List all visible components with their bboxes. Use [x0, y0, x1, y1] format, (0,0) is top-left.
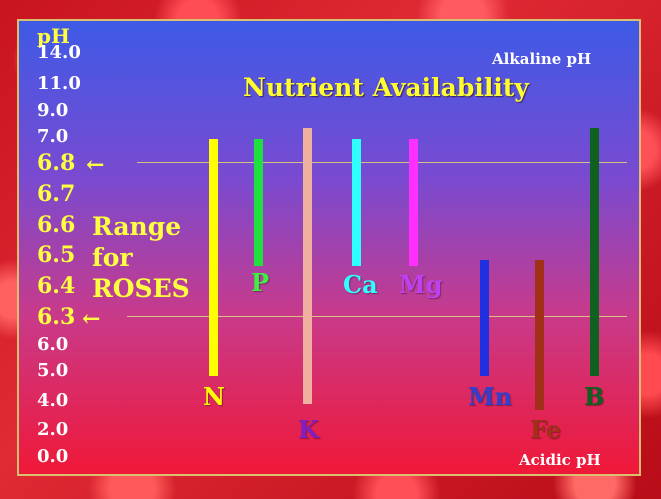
label-potassium: K — [298, 415, 319, 444]
range-text-line2: for — [92, 243, 133, 272]
bar-magnesium — [409, 139, 418, 266]
scale-6-4: 6.4 — [37, 273, 76, 299]
arrow-left-icon: ← — [86, 152, 105, 178]
scale-2: 2.0 — [37, 419, 69, 440]
label-calcium: Ca — [343, 270, 378, 299]
chart-title: Nutrient Availability — [243, 73, 529, 102]
range-text-line1: Range — [92, 212, 182, 241]
scale-9: 9.0 — [37, 100, 69, 121]
range-line-upper — [137, 162, 627, 163]
scale-7: 7.0 — [37, 126, 69, 147]
scale-6-7: 6.7 — [37, 181, 76, 207]
bar-calcium — [352, 139, 361, 266]
scale-6-6: 6.6 — [37, 212, 76, 238]
scale-6-5: 6.5 — [37, 242, 76, 268]
scale-4: 4.0 — [37, 390, 69, 411]
bar-iron — [535, 260, 544, 410]
scale-11: 11.0 — [37, 73, 81, 94]
scale-0: 0.0 — [37, 446, 69, 467]
scale-14: 14.0 — [37, 42, 81, 63]
bar-manganese — [480, 260, 489, 376]
bar-phosphorus — [254, 139, 263, 266]
label-manganese: Mn — [468, 382, 513, 411]
scale-6-3: 6.3 — [37, 304, 76, 330]
label-nitrogen: N — [203, 382, 225, 411]
acidic-label: Acidic pH — [519, 451, 601, 469]
arrow-left-icon: ← — [82, 306, 101, 332]
scale-6: 6.0 — [37, 334, 69, 355]
label-magnesium: Mg — [399, 270, 443, 299]
label-boron: B — [584, 382, 605, 411]
label-iron: Fe — [530, 415, 561, 444]
label-phosphorus: P — [251, 268, 270, 297]
bar-boron — [590, 128, 599, 376]
ph-axis-title: pH — [37, 24, 70, 48]
range-text-line3: ROSES — [92, 274, 190, 303]
bar-potassium — [303, 128, 312, 404]
scale-6-8: 6.8 — [37, 150, 76, 176]
scale-5: 5.0 — [37, 360, 69, 381]
range-line-lower — [127, 316, 627, 317]
alkaline-label: Alkaline pH — [492, 50, 592, 68]
bar-nitrogen — [209, 139, 218, 376]
